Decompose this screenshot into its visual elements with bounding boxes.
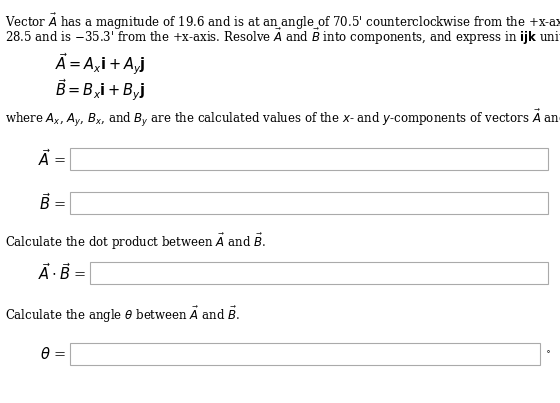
Text: $\theta$ =: $\theta$ = — [40, 346, 66, 362]
Text: Vector $\vec{A}$ has a magnitude of 19.6 and is at an angle of 70.5' countercloc: Vector $\vec{A}$ has a magnitude of 19.6… — [5, 12, 560, 32]
FancyBboxPatch shape — [70, 343, 540, 365]
Text: $^\circ$: $^\circ$ — [544, 347, 552, 361]
Text: $\vec{B} = B_x\mathbf{i} + B_y\mathbf{j}$: $\vec{B} = B_x\mathbf{i} + B_y\mathbf{j}… — [55, 78, 145, 104]
Text: $\vec{A} \cdot \vec{B}$ =: $\vec{A} \cdot \vec{B}$ = — [38, 263, 86, 283]
Text: Calculate the dot product between $\vec{A}$ and $\vec{B}$.: Calculate the dot product between $\vec{… — [5, 232, 266, 252]
Text: 28.5 and is $-$35.3' from the +x-axis. Resolve $\vec{A}$ and $\vec{B}$ into comp: 28.5 and is $-$35.3' from the +x-axis. R… — [5, 27, 560, 47]
Text: $\vec{A}$ =: $\vec{A}$ = — [38, 149, 66, 169]
Text: $\vec{B}$ =: $\vec{B}$ = — [39, 193, 66, 214]
FancyBboxPatch shape — [70, 192, 548, 214]
Text: $\vec{A} = A_x\mathbf{i} + A_y\mathbf{j}$: $\vec{A} = A_x\mathbf{i} + A_y\mathbf{j}… — [55, 52, 146, 77]
Text: where $A_x$, $A_y$, $B_x$, and $B_y$ are the calculated values of the $x$- and $: where $A_x$, $A_y$, $B_x$, and $B_y$ are… — [5, 108, 560, 129]
FancyBboxPatch shape — [90, 262, 548, 284]
FancyBboxPatch shape — [70, 148, 548, 170]
Text: Calculate the angle $\theta$ between $\vec{A}$ and $\vec{B}$.: Calculate the angle $\theta$ between $\v… — [5, 305, 240, 325]
